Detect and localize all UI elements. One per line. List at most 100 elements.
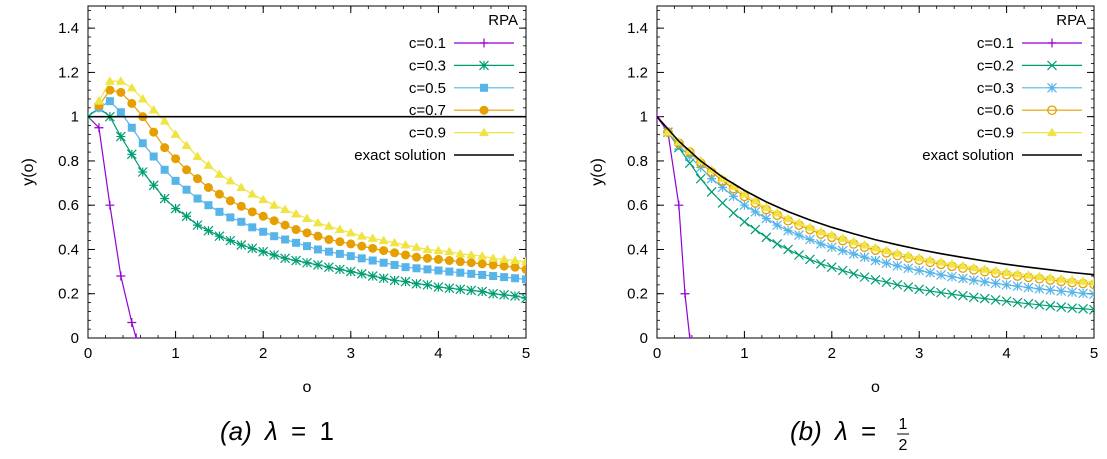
series-c-0-3-point [881,258,892,269]
series-c-0-7-point [149,127,159,137]
series-c-0-5-point [412,264,421,273]
series-c-0-7-point [193,174,202,184]
series-c-0-9-point [925,255,936,264]
y-tick-label: 0.6 [627,197,648,214]
x-tick-label: 0 [84,345,92,362]
y-tick-label: 1.4 [627,20,648,37]
series-c-0-2-point [1012,297,1023,308]
series-c-0-3-point [313,260,323,270]
series-c-0-3-point [170,203,181,214]
series-c-0-3-point [411,278,422,289]
y-tick-label: 0 [640,330,648,347]
series-c-0-7-point [444,256,454,266]
series-c-0-3-point [192,220,203,231]
series-c-0-2-point [783,244,794,255]
series-c-0-9-point [477,251,488,260]
legend-c-0-2-marker [1047,60,1057,71]
y-tick-label: 0.8 [627,153,648,170]
series-c-0-5-point [292,238,301,247]
panel-a: 0 1 2 3 4 5 0 0.2 0.4 0.6 0.8 1 1.2 1.4 o y(o) RPA c=0.1 c… [20,5,530,396]
series-c-0-9-point [148,105,159,114]
series-c-0-7-point [379,246,389,256]
legend-c-0-3-label: c=0.3 [977,80,1014,97]
series-c-0-3-point [389,275,400,286]
series-c-0-7-point [346,239,356,249]
series-c-0-9-point [837,233,848,242]
series-c-0-3-point [717,182,728,193]
series-c-0-3-point [499,289,510,300]
caption-a-prefix: (a) [220,416,252,446]
series-c-0-5-point [489,272,498,281]
x-tick-label: 2 [828,345,836,362]
series-c-0-9-point [499,254,510,263]
series-c-0-3-point [203,225,214,236]
panel-b: 0 1 2 3 4 5 0 0.2 0.4 0.6 0.8 1 1.2 1.4 o y(o) RPA c=0.1 c… [589,5,1098,396]
series-c-0-7-point [357,241,367,251]
series-c-0-3-point [345,266,356,277]
x-tick-label: 5 [522,345,530,362]
y-tick-label: 0.2 [627,286,648,303]
series-c-0-2-point [1045,300,1056,311]
series-c-0-3-point [1089,289,1094,300]
series-c-0-9-point [662,127,673,136]
series-c-0-5-point [270,232,279,241]
series-c-0-3-point [947,271,957,282]
legend-c-0-1-label: c=0.1 [409,35,446,52]
series-c-0-5-point [390,260,399,269]
series-c-0-9-point [181,140,192,149]
series-c-0-7-point [280,220,290,230]
series-c-0-2-point [695,173,706,184]
series-c-0-3-point [728,191,739,202]
series-c-0-2-point [925,286,936,297]
series-c-0-7-point [488,260,498,270]
y-tick-label: 0.2 [58,286,79,303]
caption-a-lambda: λ [263,416,278,446]
legend-c-0-9-label: c=0.9 [409,125,446,142]
series-c-0-2-point [947,289,957,300]
series-c-0-9-point [979,264,990,273]
series-c-0-7-point [225,196,235,206]
series-c-0-9-point [444,246,455,256]
legend-title: RPA [1056,12,1086,29]
series-c-0-3-point [772,220,783,231]
series-c-0-9-point [1023,270,1034,279]
series-c-0-3-point [269,250,280,260]
caption-a: (a) λ = 1 [220,416,334,446]
series-c-0-3-point [936,269,946,280]
series-c-0-7-point [466,258,476,268]
series-c-0-3-point [968,275,979,286]
y-tick-label: 0.6 [58,197,79,214]
series-c-0-9-point [312,217,323,227]
series-c-0-9-point [1056,274,1067,283]
series-c-0-9-point [323,221,334,230]
series-c-0-9-point [815,226,826,236]
series-c-0-3-point [1067,287,1078,298]
series-c-0-9-point [968,262,979,272]
x-axis-label: o [871,379,880,396]
legend-c-0-2-label: c=0.2 [977,57,1014,74]
series-exact-solution-line [657,116,1094,276]
y-tick-label: 0.8 [58,153,79,170]
series-c-0-5-point [324,247,333,256]
series-c-0-5-line [98,100,526,280]
series-c-0-2-point [706,186,717,197]
legend-c-0-3-label: c=0.3 [409,57,446,74]
series-c-0-5-point [445,267,454,276]
series-c-0-1-point [127,318,137,328]
series-c-0-3-point [1023,282,1034,293]
legend-c-0-7-label: c=0.7 [409,102,446,119]
y-tick-label: 1 [640,109,648,126]
series-c-0-7-point [422,253,432,263]
series-c-0-3-point [739,200,750,211]
series-c-0-9-point [192,151,203,161]
series-c-0-5-point [335,249,344,258]
series-c-0-3-point [957,273,968,284]
legend-c-0-6-label: c=0.6 [977,102,1014,119]
series-c-0-2-point [990,295,1001,305]
series-c-0-5-point [182,185,191,194]
series-c-0-5-point [511,274,520,283]
series-c-0-5-point [259,227,268,236]
series-c-0-2-point [1067,303,1078,314]
series-c-0-3-point [126,149,137,160]
